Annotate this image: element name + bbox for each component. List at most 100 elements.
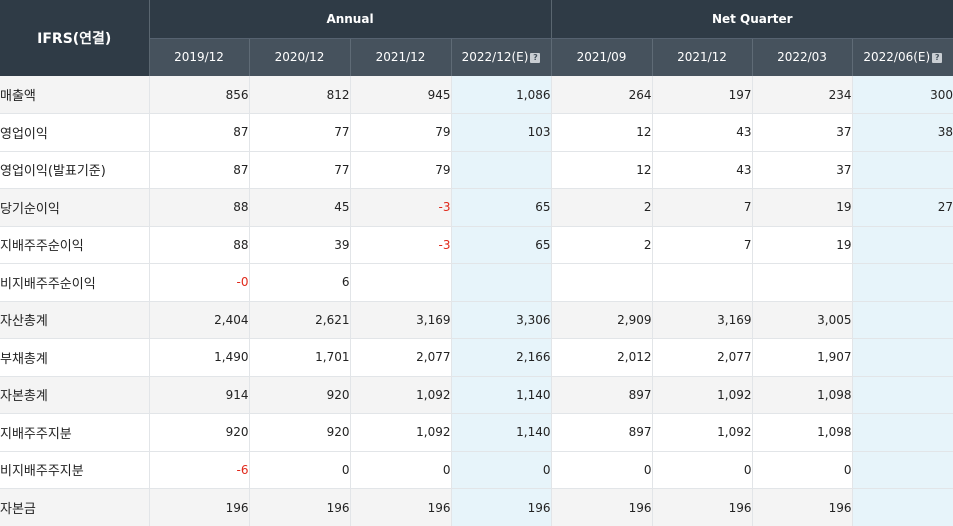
value-cell: 196	[752, 489, 852, 526]
period-header: 2022/06(E)?	[852, 38, 953, 76]
value-cell: 1,490	[149, 339, 249, 377]
value-cell: 0	[249, 451, 350, 489]
value-cell: 45	[249, 189, 350, 227]
value-cell	[350, 264, 451, 302]
value-cell: 197	[652, 76, 752, 114]
row-label: 지배주주지분	[0, 414, 149, 452]
value-cell	[451, 151, 551, 189]
value-cell: 0	[652, 451, 752, 489]
value-cell: 0	[551, 451, 652, 489]
question-icon[interactable]: ?	[932, 53, 942, 63]
value-cell: 39	[249, 226, 350, 264]
value-cell: 945	[350, 76, 451, 114]
value-cell: 2,012	[551, 339, 652, 377]
value-cell: 1,098	[752, 414, 852, 452]
row-label[interactable]: 매출액	[0, 76, 149, 114]
value-cell: 812	[249, 76, 350, 114]
value-cell: 3,306	[451, 301, 551, 339]
value-cell: 196	[249, 489, 350, 526]
value-cell: 37	[752, 114, 852, 152]
value-cell: 87	[149, 151, 249, 189]
value-cell: 87	[149, 114, 249, 152]
value-cell: 27	[852, 189, 953, 227]
value-cell	[752, 264, 852, 302]
value-cell: 6	[249, 264, 350, 302]
value-cell	[652, 264, 752, 302]
row-label[interactable]: 자산총계	[0, 301, 149, 339]
value-cell	[852, 414, 953, 452]
value-cell: 65	[451, 226, 551, 264]
question-icon[interactable]: ?	[530, 53, 540, 63]
value-cell: 7	[652, 226, 752, 264]
period-header: 2021/12	[350, 38, 451, 76]
value-cell: 43	[652, 114, 752, 152]
row-label[interactable]: 당기순이익	[0, 189, 149, 227]
value-cell: 300	[852, 76, 953, 114]
value-cell: 920	[149, 414, 249, 452]
value-cell: 2,621	[249, 301, 350, 339]
value-cell: -3	[350, 189, 451, 227]
value-cell: -6	[149, 451, 249, 489]
value-cell: -3	[350, 226, 451, 264]
value-cell: 914	[149, 376, 249, 414]
value-cell: 19	[752, 226, 852, 264]
period-header: 2022/03	[752, 38, 852, 76]
value-cell: 1,098	[752, 376, 852, 414]
row-label[interactable]: 영업이익	[0, 114, 149, 152]
value-cell: 2,077	[350, 339, 451, 377]
value-cell: 196	[551, 489, 652, 526]
value-cell	[852, 301, 953, 339]
value-cell: 2,909	[551, 301, 652, 339]
ifrs-header: IFRS(연결)	[0, 0, 149, 76]
value-cell: 1,701	[249, 339, 350, 377]
period-header: 2020/12	[249, 38, 350, 76]
value-cell: 920	[249, 414, 350, 452]
value-cell: 3,005	[752, 301, 852, 339]
value-cell: 65	[451, 189, 551, 227]
value-cell: 3,169	[350, 301, 451, 339]
annual-header: Annual	[149, 0, 551, 38]
value-cell	[852, 151, 953, 189]
value-cell: 264	[551, 76, 652, 114]
value-cell: 2,166	[451, 339, 551, 377]
value-cell: 43	[652, 151, 752, 189]
row-label[interactable]: 부채총계	[0, 339, 149, 377]
period-header: 2021/09	[551, 38, 652, 76]
period-header: 2021/12	[652, 38, 752, 76]
row-label: 비지배주주지분	[0, 451, 149, 489]
row-label: 비지배주주순이익	[0, 264, 149, 302]
value-cell: 38	[852, 114, 953, 152]
value-cell: 2,404	[149, 301, 249, 339]
period-header: 2022/12(E)?	[451, 38, 551, 76]
value-cell: 897	[551, 376, 652, 414]
value-cell	[551, 264, 652, 302]
value-cell: -0	[149, 264, 249, 302]
value-cell: 77	[249, 151, 350, 189]
value-cell: 79	[350, 151, 451, 189]
row-label[interactable]: 자본총계	[0, 376, 149, 414]
row-label[interactable]: 자본금	[0, 489, 149, 526]
value-cell: 12	[551, 114, 652, 152]
value-cell: 1,140	[451, 414, 551, 452]
value-cell: 897	[551, 414, 652, 452]
row-label: 지배주주순이익	[0, 226, 149, 264]
value-cell	[852, 376, 953, 414]
value-cell	[852, 489, 953, 526]
value-cell: 920	[249, 376, 350, 414]
value-cell: 196	[350, 489, 451, 526]
value-cell: 1,086	[451, 76, 551, 114]
value-cell: 2,077	[652, 339, 752, 377]
value-cell: 1,092	[652, 414, 752, 452]
value-cell: 1,140	[451, 376, 551, 414]
value-cell	[852, 451, 953, 489]
value-cell: 0	[451, 451, 551, 489]
row-label[interactable]: 영업이익(발표기준)	[0, 151, 149, 189]
